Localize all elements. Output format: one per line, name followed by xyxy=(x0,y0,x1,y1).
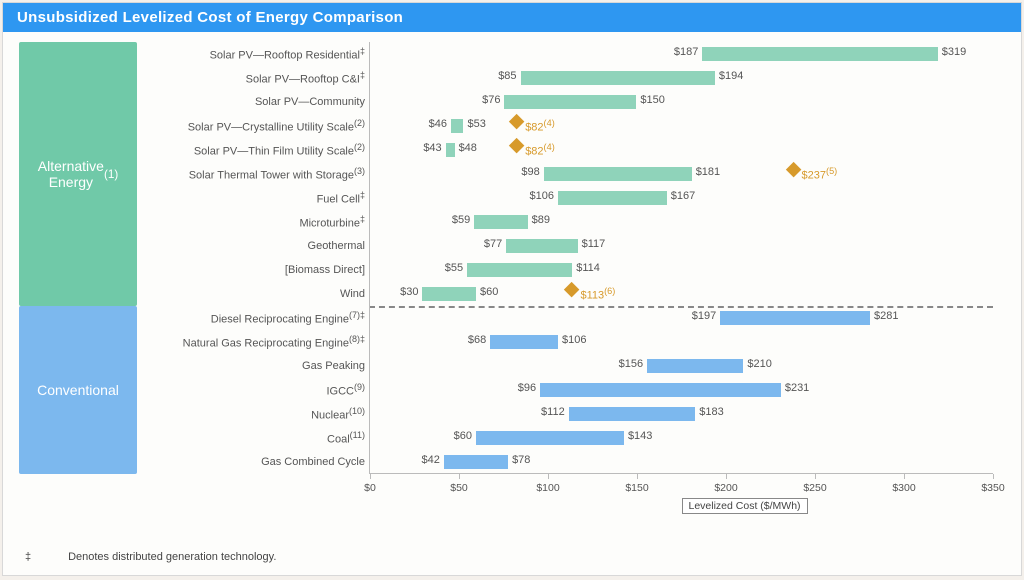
row-label: Solar Thermal Tower with Storage(3) xyxy=(139,162,369,186)
footnote: ‡ Denotes distributed generation technol… xyxy=(25,551,276,563)
bars-column: $187$319$85$194$76$150$46$53$82(4)$43$48… xyxy=(369,42,1011,512)
row-label: Solar PV—Rooftop Residential‡ xyxy=(139,42,369,66)
row-label: Gas Combined Cycle xyxy=(139,450,369,474)
row-label: Solar PV—Rooftop C&I‡ xyxy=(139,66,369,90)
x-tick-label: $100 xyxy=(536,482,559,494)
row-label: Fuel Cell‡ xyxy=(139,186,369,210)
row-label: Coal(11) xyxy=(139,426,369,450)
row-label: Solar PV—Crystalline Utility Scale(2) xyxy=(139,114,369,138)
chart-card: Unsubsidized Levelized Cost of Energy Co… xyxy=(2,2,1022,576)
row-label: Geothermal xyxy=(139,234,369,258)
footnote-text: Denotes distributed generation technolog… xyxy=(68,551,276,563)
row-label: Microturbine‡ xyxy=(139,210,369,234)
chart-title: Unsubsidized Levelized Cost of Energy Co… xyxy=(3,3,1021,32)
row-label: Wind xyxy=(139,282,369,306)
category-box-conv: Conventional xyxy=(19,306,137,474)
row-label: Diesel Reciprocating Engine(7)‡ xyxy=(139,306,369,330)
x-tick-label: $300 xyxy=(892,482,915,494)
row-label: [Biomass Direct] xyxy=(139,258,369,282)
x-axis-title: Levelized Cost ($/MWh) xyxy=(682,498,808,514)
plot-area: $187$319$85$194$76$150$46$53$82(4)$43$48… xyxy=(369,42,1011,512)
x-tick-label: $0 xyxy=(364,482,376,494)
x-tick-label: $250 xyxy=(803,482,826,494)
row-label: Solar PV—Thin Film Utility Scale(2) xyxy=(139,138,369,162)
row-label: Solar PV—Community xyxy=(139,90,369,114)
x-tick-label: $350 xyxy=(981,482,1004,494)
row-labels-column: Solar PV—Rooftop Residential‡Solar PV—Ro… xyxy=(139,42,369,512)
row-label: Nuclear(10) xyxy=(139,402,369,426)
row-label: Gas Peaking xyxy=(139,354,369,378)
row-label: IGCC(9) xyxy=(139,378,369,402)
row-label: Natural Gas Reciprocating Engine(8)‡ xyxy=(139,330,369,354)
x-tick-label: $50 xyxy=(450,482,468,494)
chart-body: AlternativeEnergy (1)Conventional Solar … xyxy=(3,32,1021,512)
x-axis: $0$50$100$150$200$250$300$350Levelized C… xyxy=(369,42,993,474)
category-column: AlternativeEnergy (1)Conventional xyxy=(19,42,139,512)
x-tick-label: $200 xyxy=(714,482,737,494)
x-tick-label: $150 xyxy=(625,482,648,494)
footnote-symbol: ‡ xyxy=(25,551,65,563)
category-box-alt: AlternativeEnergy (1) xyxy=(19,42,137,306)
